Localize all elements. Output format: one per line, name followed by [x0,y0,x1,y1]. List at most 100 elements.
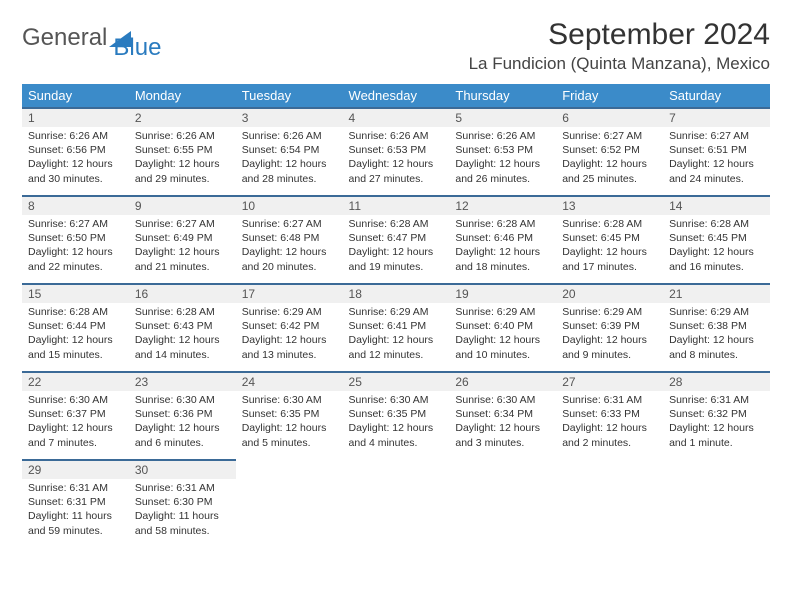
sunset-line: Sunset: 6:30 PM [135,495,230,509]
weekday-header-row: Sunday Monday Tuesday Wednesday Thursday… [22,84,770,108]
day-number: 13 [556,197,663,215]
sunrise-line: Sunrise: 6:30 AM [28,393,123,407]
day-details: Sunrise: 6:29 AMSunset: 6:41 PMDaylight:… [343,303,450,366]
sunrise-line: Sunrise: 6:30 AM [455,393,550,407]
sunrise-line: Sunrise: 6:27 AM [28,217,123,231]
sunset-line: Sunset: 6:41 PM [349,319,444,333]
brand-part2: Blue [113,34,161,62]
day-details: Sunrise: 6:30 AMSunset: 6:36 PMDaylight:… [129,391,236,454]
sunset-line: Sunset: 6:46 PM [455,231,550,245]
sunrise-line: Sunrise: 6:29 AM [349,305,444,319]
calendar-cell: 1Sunrise: 6:26 AMSunset: 6:56 PMDaylight… [22,108,129,196]
weekday-header: Tuesday [236,84,343,108]
sunrise-line: Sunrise: 6:26 AM [28,129,123,143]
day-details: Sunrise: 6:30 AMSunset: 6:34 PMDaylight:… [449,391,556,454]
sunrise-line: Sunrise: 6:26 AM [135,129,230,143]
day-number: 25 [343,373,450,391]
day-details: Sunrise: 6:28 AMSunset: 6:43 PMDaylight:… [129,303,236,366]
sunrise-line: Sunrise: 6:30 AM [242,393,337,407]
sunrise-line: Sunrise: 6:29 AM [242,305,337,319]
day-number: 27 [556,373,663,391]
day-number: 28 [663,373,770,391]
day-details: Sunrise: 6:29 AMSunset: 6:42 PMDaylight:… [236,303,343,366]
calendar-cell: 26Sunrise: 6:30 AMSunset: 6:34 PMDayligh… [449,372,556,460]
daylight-line: Daylight: 12 hours and 29 minutes. [135,157,230,185]
day-details: Sunrise: 6:27 AMSunset: 6:51 PMDaylight:… [663,127,770,190]
sunset-line: Sunset: 6:50 PM [28,231,123,245]
daylight-line: Daylight: 12 hours and 3 minutes. [455,421,550,449]
day-details: Sunrise: 6:26 AMSunset: 6:56 PMDaylight:… [22,127,129,190]
day-details: Sunrise: 6:31 AMSunset: 6:32 PMDaylight:… [663,391,770,454]
sunset-line: Sunset: 6:56 PM [28,143,123,157]
day-number: 24 [236,373,343,391]
calendar-cell [343,460,450,548]
page-title: September 2024 [469,18,770,52]
calendar-cell: 14Sunrise: 6:28 AMSunset: 6:45 PMDayligh… [663,196,770,284]
day-details: Sunrise: 6:28 AMSunset: 6:47 PMDaylight:… [343,215,450,278]
day-number: 8 [22,197,129,215]
calendar-cell: 23Sunrise: 6:30 AMSunset: 6:36 PMDayligh… [129,372,236,460]
calendar-cell: 4Sunrise: 6:26 AMSunset: 6:53 PMDaylight… [343,108,450,196]
sunset-line: Sunset: 6:40 PM [455,319,550,333]
day-details: Sunrise: 6:30 AMSunset: 6:35 PMDaylight:… [236,391,343,454]
sunrise-line: Sunrise: 6:28 AM [28,305,123,319]
day-details: Sunrise: 6:30 AMSunset: 6:35 PMDaylight:… [343,391,450,454]
day-number: 11 [343,197,450,215]
sunrise-line: Sunrise: 6:29 AM [562,305,657,319]
day-details: Sunrise: 6:29 AMSunset: 6:39 PMDaylight:… [556,303,663,366]
daylight-line: Daylight: 12 hours and 12 minutes. [349,333,444,361]
sunrise-line: Sunrise: 6:31 AM [28,481,123,495]
calendar-cell: 19Sunrise: 6:29 AMSunset: 6:40 PMDayligh… [449,284,556,372]
day-details: Sunrise: 6:27 AMSunset: 6:48 PMDaylight:… [236,215,343,278]
daylight-line: Daylight: 12 hours and 8 minutes. [669,333,764,361]
daylight-line: Daylight: 12 hours and 25 minutes. [562,157,657,185]
calendar-cell: 3Sunrise: 6:26 AMSunset: 6:54 PMDaylight… [236,108,343,196]
daylight-line: Daylight: 12 hours and 24 minutes. [669,157,764,185]
calendar-row: 15Sunrise: 6:28 AMSunset: 6:44 PMDayligh… [22,284,770,372]
daylight-line: Daylight: 12 hours and 20 minutes. [242,245,337,273]
sunrise-line: Sunrise: 6:28 AM [669,217,764,231]
day-number: 26 [449,373,556,391]
sunrise-line: Sunrise: 6:31 AM [562,393,657,407]
weekday-header: Wednesday [343,84,450,108]
calendar-cell: 25Sunrise: 6:30 AMSunset: 6:35 PMDayligh… [343,372,450,460]
header: General Blue September 2024 La Fundicion… [22,18,770,74]
sunset-line: Sunset: 6:54 PM [242,143,337,157]
calendar-cell: 20Sunrise: 6:29 AMSunset: 6:39 PMDayligh… [556,284,663,372]
calendar-cell: 2Sunrise: 6:26 AMSunset: 6:55 PMDaylight… [129,108,236,196]
sunset-line: Sunset: 6:34 PM [455,407,550,421]
sunset-line: Sunset: 6:47 PM [349,231,444,245]
calendar-cell: 11Sunrise: 6:28 AMSunset: 6:47 PMDayligh… [343,196,450,284]
weekday-header: Monday [129,84,236,108]
sunrise-line: Sunrise: 6:26 AM [455,129,550,143]
day-details: Sunrise: 6:26 AMSunset: 6:53 PMDaylight:… [449,127,556,190]
sunrise-line: Sunrise: 6:26 AM [242,129,337,143]
calendar-cell: 5Sunrise: 6:26 AMSunset: 6:53 PMDaylight… [449,108,556,196]
calendar-cell: 27Sunrise: 6:31 AMSunset: 6:33 PMDayligh… [556,372,663,460]
day-number: 23 [129,373,236,391]
sunset-line: Sunset: 6:33 PM [562,407,657,421]
calendar-cell: 28Sunrise: 6:31 AMSunset: 6:32 PMDayligh… [663,372,770,460]
day-details: Sunrise: 6:26 AMSunset: 6:54 PMDaylight:… [236,127,343,190]
sunset-line: Sunset: 6:53 PM [455,143,550,157]
sunset-line: Sunset: 6:48 PM [242,231,337,245]
daylight-line: Daylight: 11 hours and 59 minutes. [28,509,123,537]
calendar-row: 22Sunrise: 6:30 AMSunset: 6:37 PMDayligh… [22,372,770,460]
daylight-line: Daylight: 12 hours and 26 minutes. [455,157,550,185]
daylight-line: Daylight: 12 hours and 19 minutes. [349,245,444,273]
day-number: 9 [129,197,236,215]
calendar-cell: 12Sunrise: 6:28 AMSunset: 6:46 PMDayligh… [449,196,556,284]
sunset-line: Sunset: 6:35 PM [242,407,337,421]
day-number: 4 [343,109,450,127]
calendar-table: Sunday Monday Tuesday Wednesday Thursday… [22,84,770,548]
weekday-header: Thursday [449,84,556,108]
day-number: 15 [22,285,129,303]
day-number: 3 [236,109,343,127]
daylight-line: Daylight: 12 hours and 28 minutes. [242,157,337,185]
day-details: Sunrise: 6:28 AMSunset: 6:46 PMDaylight:… [449,215,556,278]
sunset-line: Sunset: 6:45 PM [562,231,657,245]
calendar-row: 1Sunrise: 6:26 AMSunset: 6:56 PMDaylight… [22,108,770,196]
day-details: Sunrise: 6:27 AMSunset: 6:49 PMDaylight:… [129,215,236,278]
calendar-cell [449,460,556,548]
sunset-line: Sunset: 6:49 PM [135,231,230,245]
